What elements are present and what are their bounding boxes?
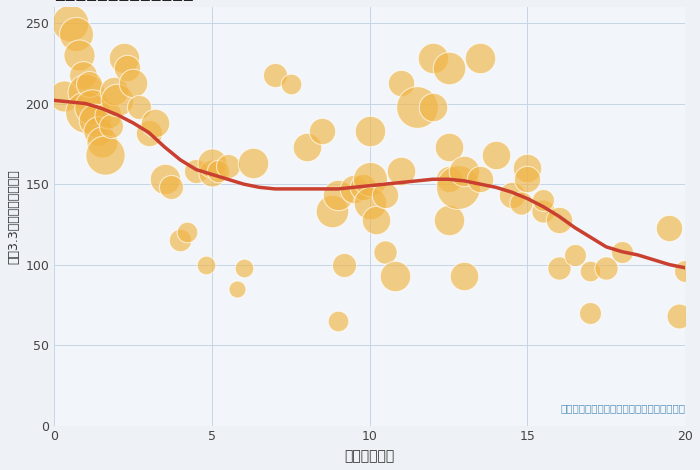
Point	[339, 261, 350, 268]
Point	[301, 143, 312, 151]
Point	[664, 224, 675, 231]
Point	[77, 71, 88, 78]
Point	[118, 55, 130, 62]
Point	[90, 116, 101, 124]
Point	[443, 175, 454, 183]
Point	[175, 237, 186, 244]
Point	[326, 208, 337, 215]
Point	[99, 151, 111, 159]
Point	[585, 309, 596, 317]
Point	[522, 164, 533, 172]
Y-axis label: 平（3.3㎡）単価（万円）: 平（3.3㎡）単価（万円）	[7, 169, 20, 264]
Point	[475, 175, 486, 183]
Point	[680, 267, 691, 275]
Point	[364, 127, 375, 135]
Point	[134, 103, 145, 110]
Point	[490, 151, 501, 159]
Point	[87, 103, 98, 110]
Text: 円の大きさは、取引のあった物件面積を示す: 円の大きさは、取引のあった物件面積を示す	[560, 403, 685, 413]
Point	[83, 80, 94, 88]
Point	[270, 71, 281, 78]
Point	[427, 55, 438, 62]
Point	[150, 119, 161, 126]
Point	[538, 208, 549, 215]
Point	[285, 80, 296, 88]
Point	[458, 272, 470, 280]
Point	[64, 19, 76, 27]
Point	[165, 184, 176, 191]
Point	[106, 122, 117, 130]
Point	[238, 264, 249, 272]
Point	[364, 175, 375, 183]
Point	[121, 64, 132, 72]
Point	[515, 200, 526, 207]
Point	[332, 317, 344, 325]
Point	[108, 87, 120, 94]
Text: 駅距離別中古マンション価格: 駅距離別中古マンション価格	[54, 0, 194, 2]
Point	[452, 184, 463, 191]
Point	[332, 192, 344, 199]
Point	[232, 285, 243, 292]
X-axis label: 駅距離（分）: 駅距離（分）	[344, 449, 395, 463]
Point	[159, 175, 170, 183]
Point	[553, 264, 564, 272]
Point	[538, 196, 549, 204]
Point	[80, 108, 92, 115]
Point	[389, 272, 400, 280]
Point	[617, 248, 628, 256]
Point	[380, 192, 391, 199]
Point	[80, 88, 92, 96]
Point	[127, 79, 139, 86]
Point	[443, 64, 454, 72]
Point	[206, 159, 218, 167]
Point	[475, 55, 486, 62]
Point	[395, 79, 407, 86]
Point	[412, 103, 423, 110]
Point	[102, 111, 113, 118]
Point	[93, 127, 104, 135]
Point	[222, 163, 233, 170]
Point	[506, 192, 517, 199]
Point	[364, 200, 375, 207]
Point	[522, 175, 533, 183]
Point	[96, 139, 107, 146]
Point	[553, 216, 564, 223]
Point	[585, 267, 596, 275]
Point	[601, 264, 612, 272]
Point	[458, 167, 470, 175]
Point	[74, 52, 85, 59]
Point	[427, 103, 438, 110]
Point	[443, 143, 454, 151]
Point	[358, 184, 369, 191]
Point	[200, 261, 211, 268]
Point	[181, 228, 193, 236]
Point	[144, 129, 155, 136]
Point	[112, 97, 123, 104]
Point	[190, 167, 202, 175]
Point	[380, 248, 391, 256]
Point	[370, 216, 382, 223]
Point	[673, 313, 685, 320]
Point	[349, 185, 360, 193]
Point	[58, 92, 69, 99]
Point	[317, 127, 328, 135]
Point	[247, 159, 258, 167]
Point	[395, 167, 407, 175]
Point	[569, 251, 580, 258]
Point	[206, 169, 218, 177]
Point	[213, 167, 224, 175]
Point	[71, 31, 82, 38]
Point	[443, 216, 454, 223]
